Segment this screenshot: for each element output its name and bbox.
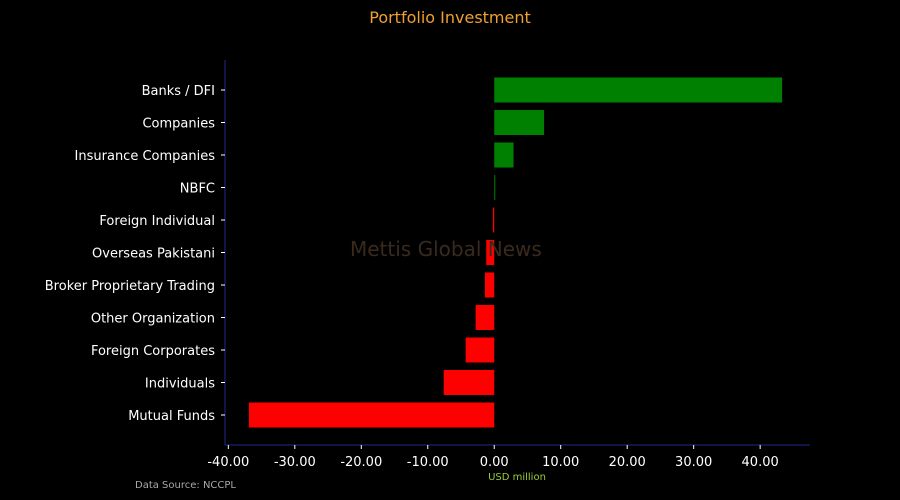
bar (248, 402, 495, 428)
x-tick-label: -30.00 (274, 455, 316, 470)
y-tick-label: Companies (142, 117, 215, 132)
x-tick-label: -40.00 (207, 455, 249, 470)
bar (494, 142, 514, 168)
y-tick-label: NBFC (180, 182, 215, 197)
y-tick-label: Broker Proprietary Trading (45, 279, 215, 294)
y-tick-label: Foreign Corporates (91, 344, 215, 359)
y-tick-label: Foreign Individual (99, 214, 215, 229)
source-note: Data Source: NCCPL (135, 480, 236, 491)
x-tick-label: 40.00 (742, 455, 779, 470)
y-tick-label: Insurance Companies (75, 149, 216, 164)
y-tick-label: Banks / DFI (142, 84, 215, 99)
bar (492, 207, 495, 233)
chart-title: Portfolio Investment (369, 8, 531, 27)
y-tick-label: Other Organization (91, 312, 215, 327)
bar (494, 77, 783, 103)
bar (443, 370, 495, 395)
y-tick-label: Individuals (145, 377, 215, 392)
x-tick-label: -20.00 (340, 455, 382, 470)
y-tick-label: Mutual Funds (128, 409, 215, 424)
y-tick-label: Overseas Pakistani (92, 247, 215, 262)
bar (475, 305, 495, 330)
bar (494, 175, 496, 200)
x-tick-label: 10.00 (542, 455, 579, 470)
x-tick-label: 0.00 (480, 455, 509, 470)
x-tick-label: 30.00 (675, 455, 712, 470)
bar (494, 110, 545, 135)
x-tick-label: -10.00 (407, 455, 449, 470)
x-axis-label: USD million (488, 472, 546, 483)
watermark: Mettis Global News (350, 237, 542, 261)
x-tick-label: 20.00 (609, 455, 646, 470)
bar (486, 240, 495, 265)
bar (484, 272, 495, 298)
bar (465, 337, 495, 363)
